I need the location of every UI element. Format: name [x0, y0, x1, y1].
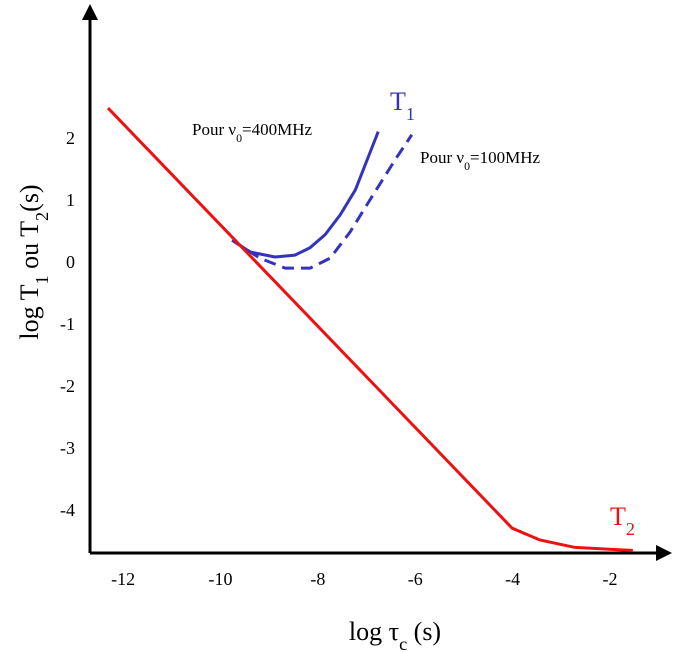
text-part: ou T [15, 221, 44, 276]
text-part: =400MHz [242, 120, 312, 139]
x-tick-label: -8 [310, 569, 325, 589]
x-axis-arrow [656, 545, 672, 561]
series-line [106, 107, 633, 553]
y-tick-label: 2 [66, 128, 75, 148]
series-label: T2 [610, 502, 635, 539]
y-tick-label: -3 [60, 438, 75, 458]
x-tick-label: -6 [408, 569, 423, 589]
series-line [231, 131, 380, 259]
text-part: log T [15, 284, 44, 339]
y-tick-label: -4 [60, 500, 75, 520]
y-axis-label: log T1 ou T2(s) [15, 184, 52, 339]
x-tick-label: -2 [602, 569, 617, 589]
y-tick-label: 0 [66, 252, 75, 272]
x-tick-label: -4 [505, 569, 520, 589]
subscript: 1 [32, 275, 52, 284]
text-part: Pour ν [420, 148, 464, 167]
x-tick-label: -10 [208, 569, 232, 589]
subscript: 0 [236, 131, 242, 145]
text-part: T [390, 87, 406, 116]
text-part: (s) [15, 184, 44, 211]
text-part: log τ [349, 617, 399, 646]
subscript: 2 [32, 212, 52, 221]
y-axis-arrow [82, 4, 98, 20]
text-part: =100MHz [470, 148, 540, 167]
subscript: c [399, 634, 407, 652]
x-axis-label: log τc (s) [349, 617, 441, 652]
text-part: T [610, 502, 626, 531]
series-label: Pour ν0=100MHz [420, 148, 540, 173]
series-label: Pour ν0=400MHz [192, 120, 312, 145]
subscript: 1 [406, 104, 415, 124]
x-tick-label: -12 [111, 569, 135, 589]
y-tick-label: 1 [66, 190, 75, 210]
annotation: T1 [390, 87, 415, 124]
text-part: Pour ν [192, 120, 236, 139]
y-tick-label: -1 [60, 314, 75, 334]
y-tick-label: -2 [60, 376, 75, 396]
series-line [231, 133, 414, 270]
subscript: 0 [464, 159, 470, 173]
text-part: (s) [407, 617, 441, 646]
subscript: 2 [626, 519, 635, 539]
